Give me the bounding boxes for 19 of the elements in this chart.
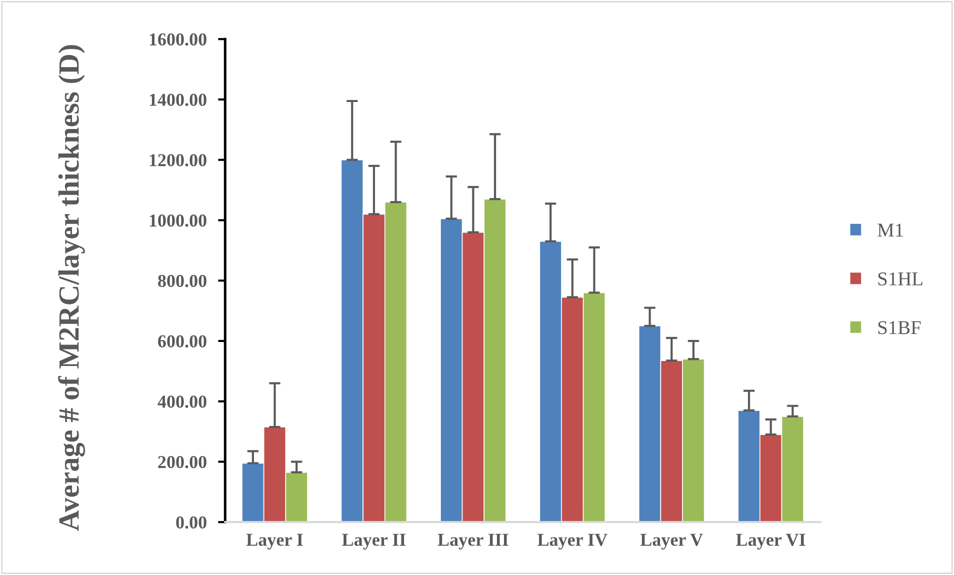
y-tick-label: 0.00 xyxy=(176,516,206,529)
legend-label: M1 xyxy=(878,224,903,237)
x-tick-label: Layer VI xyxy=(736,534,806,550)
x-tick-label: Layer III xyxy=(438,534,508,550)
x-tick-label: Layer V xyxy=(640,534,703,550)
y-tick-label: 800.00 xyxy=(158,274,206,288)
y-tick-label: 1000.00 xyxy=(150,214,206,227)
y-axis-title: Average # of M2RC/layer thickness (D) xyxy=(58,45,86,531)
y-tick-label: 1200.00 xyxy=(150,154,206,166)
y-tick-label: 400.00 xyxy=(158,396,206,408)
y-tick-label: 1400.00 xyxy=(150,94,206,106)
x-tick-label: Layer IV xyxy=(538,534,608,550)
y-tick-label: 1600.00 xyxy=(150,33,206,46)
legend-label: S1HL xyxy=(878,272,922,286)
legend-label: S1BF xyxy=(878,321,921,334)
y-tick-label: 600.00 xyxy=(158,335,206,348)
x-tick-label: Layer II xyxy=(342,534,406,550)
x-tick-label: Layer I xyxy=(246,534,303,550)
y-tick-label: 200.00 xyxy=(158,456,206,468)
